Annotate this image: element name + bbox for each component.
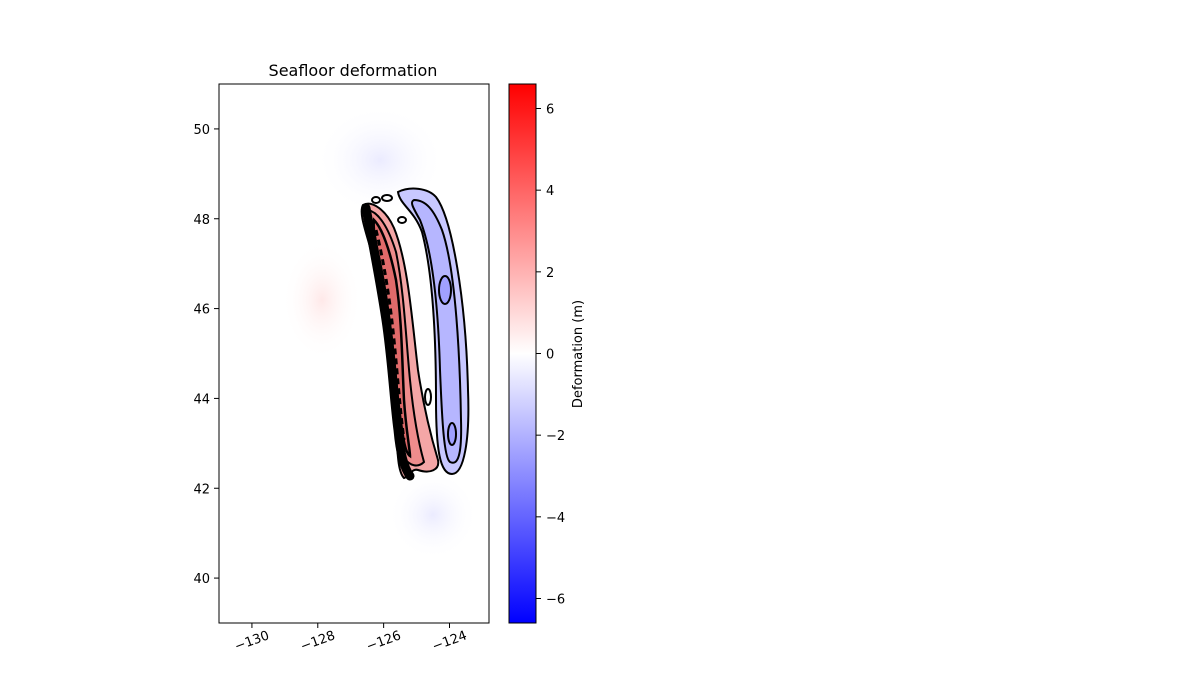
colorbar-tick-label: 2 — [546, 266, 554, 281]
subsidence-contour-inner — [411, 198, 463, 464]
y-tick-label: 46 — [193, 303, 210, 318]
colorbar-tick-label: 6 — [546, 103, 554, 118]
x-tick-label: −124 — [430, 628, 469, 654]
uplift-halo — [282, 240, 362, 360]
colorbar-tick-label: −4 — [546, 511, 565, 526]
uplift-contour-small — [371, 196, 381, 204]
subsidence-halo-north — [315, 105, 445, 215]
y-tick-label: 50 — [193, 123, 210, 138]
x-tick-label: −128 — [299, 628, 338, 654]
x-tick-label: −130 — [233, 628, 272, 654]
subsidence-contour-small — [397, 216, 407, 224]
uplift-contour-small-2 — [381, 194, 393, 202]
subsidence-contour-small-2 — [424, 388, 432, 406]
y-tick-label: 48 — [193, 213, 210, 228]
subsidence-contour-core — [438, 275, 452, 305]
subsidence-halo-south — [388, 470, 478, 560]
uplift-contour-dense-2 — [374, 229, 406, 441]
y-tick-label: 44 — [193, 392, 210, 407]
y-tick-label: 40 — [193, 572, 210, 587]
subsidence-contour-south-core — [447, 422, 457, 446]
colorbar-tick-label: 4 — [546, 184, 554, 199]
plot-frame — [218, 83, 490, 624]
plot-area — [219, 84, 489, 623]
x-tick-label: −126 — [364, 628, 403, 654]
y-tick-label: 42 — [193, 482, 210, 497]
colorbar — [508, 83, 537, 624]
colorbar-axis: −6 −4 −2 0 2 4 6 — [536, 103, 565, 608]
chart-title: Seafloor deformation — [269, 61, 438, 80]
y-axis: 40 42 44 46 48 50 — [193, 123, 219, 587]
colorbar-tick-label: −6 — [546, 593, 565, 608]
colorbar-tick-label: 0 — [546, 348, 554, 363]
colorbar-label: Deformation (m) — [571, 300, 586, 408]
x-axis: −130 −128 −126 −124 — [233, 623, 469, 655]
uplift-contour-dense — [361, 203, 415, 481]
colorbar-tick-label: −2 — [546, 429, 565, 444]
